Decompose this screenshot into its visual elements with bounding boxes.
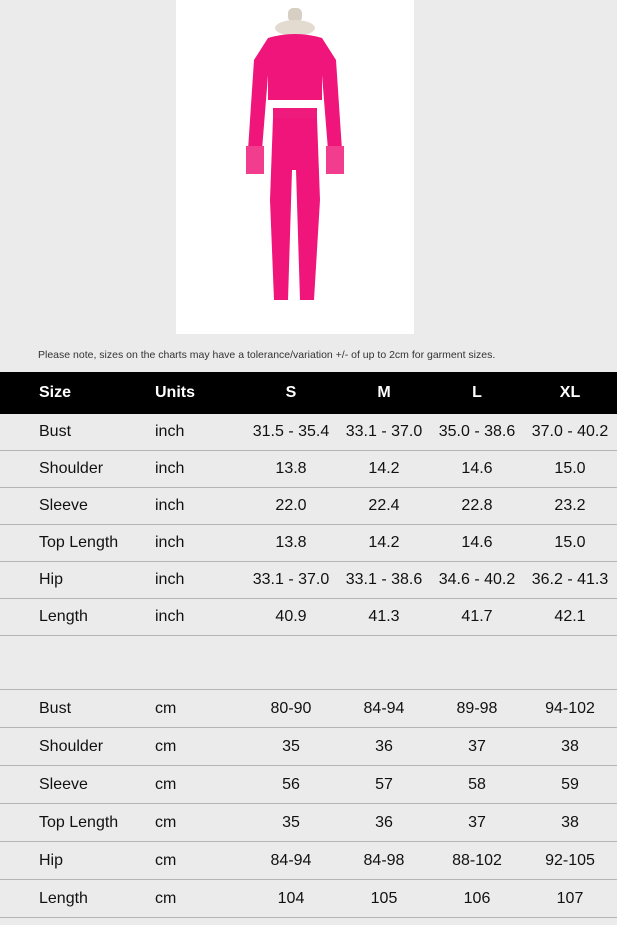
cell-measurement: Length xyxy=(39,608,88,625)
cell-size-s: 22.0 xyxy=(275,497,307,514)
cell-size-s: 35 xyxy=(282,737,300,755)
cell-size-l: 106 xyxy=(463,889,491,907)
cell-size-l: 22.8 xyxy=(461,497,493,514)
cell-size-xl: 59 xyxy=(561,775,579,793)
cell-size-m: 84-94 xyxy=(363,699,405,717)
cell-measurement: Sleeve xyxy=(39,497,88,514)
cell-size-s: 35 xyxy=(282,813,300,831)
cell-size-xl: 94-102 xyxy=(545,699,595,717)
cell-size-s: 56 xyxy=(282,775,300,793)
cell-measurement: Bust xyxy=(39,699,72,717)
cell-units: inch xyxy=(155,460,185,477)
cell-units: inch xyxy=(155,497,185,514)
cell-size-l: 88-102 xyxy=(452,851,502,869)
table-row: Hip cm 84-94 84-98 88-102 92-105 xyxy=(0,842,617,880)
table-row: Bust inch 31.5 - 35.4 33.1 - 37.0 35.0 - 38.… xyxy=(0,414,617,451)
header-xl: XL xyxy=(559,384,581,401)
cell-size-xl: 38 xyxy=(561,737,579,755)
cell-size-m: 57 xyxy=(375,775,393,793)
table-row: Sleeve inch 22.0 22.4 22.8 23.2 xyxy=(0,488,617,525)
table-divider xyxy=(0,689,617,690)
cell-units: cm xyxy=(155,699,177,717)
table-row: Bust cm 80-90 84-94 89-98 94-102 xyxy=(0,690,617,728)
cell-measurement: Top Length xyxy=(39,534,119,551)
cell-size-s: 31.5 - 35.4 xyxy=(252,423,330,440)
tolerance-note: Please note, sizes on the charts may hav… xyxy=(38,349,496,361)
cell-size-xl: 42.1 xyxy=(554,608,586,625)
table-row: Length inch 40.9 41.3 41.7 42.1 xyxy=(0,599,617,636)
cell-size-s: 13.8 xyxy=(275,534,307,551)
cell-measurement: Bust xyxy=(39,423,72,440)
cell-size-l: 37 xyxy=(468,813,486,831)
table-row: Length cm 104 105 106 107 xyxy=(0,880,617,918)
cell-size-l: 37 xyxy=(468,737,486,755)
cell-size-m: 22.4 xyxy=(368,497,400,514)
cell-size-m: 84-98 xyxy=(363,851,405,869)
cell-units: cm xyxy=(155,813,177,831)
cell-size-m: 14.2 xyxy=(368,460,400,477)
cell-measurement: Shoulder xyxy=(39,737,104,755)
cell-measurement: Length xyxy=(39,889,88,907)
table-row: Shoulder inch 13.8 14.2 14.6 15.0 xyxy=(0,451,617,488)
cell-units: inch xyxy=(155,608,185,625)
cell-size-xl: 92-105 xyxy=(545,851,595,869)
header-units: Units xyxy=(155,384,195,401)
cell-measurement: Shoulder xyxy=(39,460,104,477)
cell-size-xl: 37.0 - 40.2 xyxy=(531,423,609,440)
header-l: L xyxy=(472,384,482,401)
cell-measurement: Hip xyxy=(39,571,64,588)
cell-size-s: 80-90 xyxy=(270,699,312,717)
cell-size-xl: 38 xyxy=(561,813,579,831)
product-image xyxy=(176,0,414,334)
cell-size-xl: 15.0 xyxy=(554,534,586,551)
cell-size-m: 36 xyxy=(375,813,393,831)
cell-units: cm xyxy=(155,737,177,755)
cell-units: cm xyxy=(155,775,177,793)
cell-size-s: 40.9 xyxy=(275,608,307,625)
cell-size-l: 14.6 xyxy=(461,460,493,477)
size-table-header: Size Units S M L XL xyxy=(0,372,617,414)
cell-size-m: 36 xyxy=(375,737,393,755)
table-row: Top Length cm 35 36 37 38 xyxy=(0,804,617,842)
cell-size-xl: 107 xyxy=(556,889,584,907)
cell-size-xl: 36.2 - 41.3 xyxy=(531,571,609,588)
cell-size-m: 33.1 - 37.0 xyxy=(345,423,423,440)
cell-size-l: 89-98 xyxy=(456,699,498,717)
cell-size-xl: 23.2 xyxy=(554,497,586,514)
cell-units: inch xyxy=(155,534,185,551)
cell-size-l: 34.6 - 40.2 xyxy=(438,571,516,588)
cell-units: inch xyxy=(155,423,185,440)
cell-size-m: 105 xyxy=(370,889,398,907)
header-size: Size xyxy=(39,384,72,401)
cell-units: cm xyxy=(155,851,177,869)
table-row: Sleeve cm 56 57 58 59 xyxy=(0,766,617,804)
cell-size-m: 41.3 xyxy=(368,608,400,625)
cell-measurement: Sleeve xyxy=(39,775,88,793)
table-row: Hip inch 33.1 - 37.0 33.1 - 38.6 34.6 - 40.2… xyxy=(0,562,617,599)
cell-size-l: 35.0 - 38.6 xyxy=(438,423,516,440)
cell-measurement: Hip xyxy=(39,851,64,869)
cell-size-s: 104 xyxy=(277,889,305,907)
header-m: M xyxy=(377,384,391,401)
cell-size-s: 84-94 xyxy=(270,851,312,869)
cell-size-xl: 15.0 xyxy=(554,460,586,477)
cell-units: inch xyxy=(155,571,185,588)
table-row: Top Length inch 13.8 14.2 14.6 15.0 xyxy=(0,525,617,562)
cell-size-s: 33.1 - 37.0 xyxy=(252,571,330,588)
cell-size-m: 33.1 - 38.6 xyxy=(345,571,423,588)
cell-size-s: 13.8 xyxy=(275,460,307,477)
table-row: Shoulder cm 35 36 37 38 xyxy=(0,728,617,766)
cell-size-l: 41.7 xyxy=(461,608,493,625)
cell-measurement: Top Length xyxy=(39,813,119,831)
cell-size-l: 14.6 xyxy=(461,534,493,551)
cell-size-m: 14.2 xyxy=(368,534,400,551)
header-s: S xyxy=(285,384,297,401)
cell-size-l: 58 xyxy=(468,775,486,793)
cell-units: cm xyxy=(155,889,177,907)
